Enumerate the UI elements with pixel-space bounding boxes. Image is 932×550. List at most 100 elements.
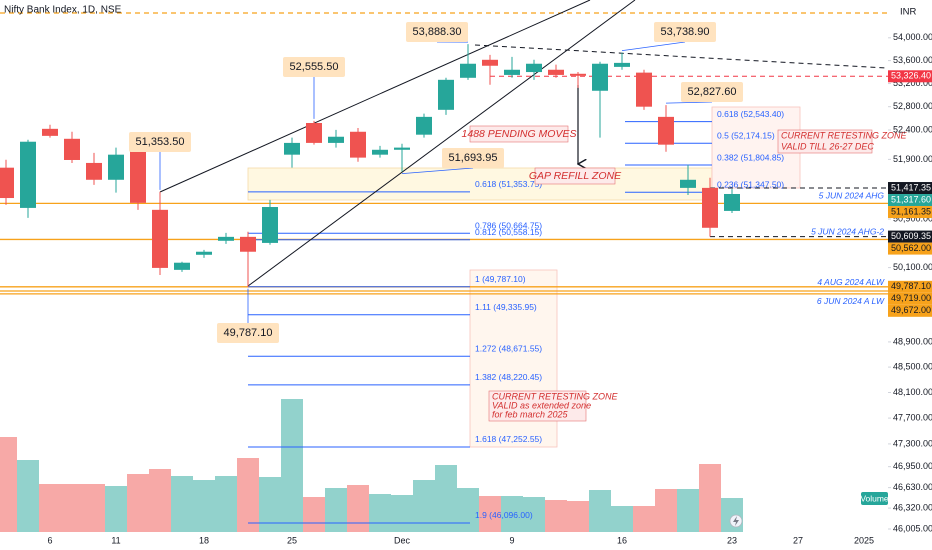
callout-label: 51,353.50 (136, 136, 185, 148)
callout-box (217, 323, 279, 343)
candle-body (702, 187, 718, 228)
price-tag-label: 49,787.10 (891, 281, 931, 291)
volume-bar (457, 488, 479, 532)
labels: 1488 PENDING MOVES GAP REFILL ZONE CURRE… (4, 5, 917, 528)
candle-body (658, 116, 674, 145)
candle-body (284, 142, 300, 155)
fib-label: 0.618 (52,543.40) (717, 109, 784, 119)
volume-bar (325, 488, 347, 532)
volume-bar (259, 477, 281, 532)
callout-label: 49,787.10 (224, 327, 273, 339)
volume-bar (17, 460, 39, 532)
volume-badge (861, 492, 888, 505)
volume-bar (193, 480, 215, 532)
volume-bar (83, 484, 105, 532)
candle-body (130, 147, 146, 203)
y-tick-label: 47,700.00 (893, 412, 932, 422)
candle-body (240, 236, 256, 252)
price-tag (888, 304, 932, 317)
trendline (159, 0, 591, 193)
volume-bar (655, 489, 677, 532)
note-box (488, 390, 587, 422)
candle-body (438, 79, 454, 110)
volume-bar (149, 469, 171, 532)
trendlines (159, 0, 887, 287)
candle-body (372, 149, 388, 155)
note-box (777, 129, 873, 154)
volume-bar (611, 506, 633, 532)
y-tick-label: 48,900.00 (893, 336, 932, 346)
fib-label: 1.272 (48,671.55) (475, 344, 542, 354)
x-tick-label: 9 (509, 535, 514, 545)
y-tick-label: 46,950.00 (893, 461, 932, 471)
volume-bar (545, 500, 567, 532)
price-tag-label: 51,161.35 (891, 206, 931, 216)
volume-bar (61, 484, 83, 532)
x-tick-label: 23 (727, 535, 737, 545)
fib-label: 0.812 (50,558.15) (475, 227, 542, 237)
price-tag (888, 70, 932, 83)
volume-bar (171, 476, 193, 532)
callout-box (681, 82, 743, 102)
volume-bar (589, 490, 611, 532)
volume-bar (127, 474, 149, 532)
y-tick-label: 48,100.00 (893, 387, 932, 397)
x-tick-label: 6 (47, 535, 52, 545)
candle-body (218, 236, 234, 241)
y-tick-label: 52,400.00 (893, 124, 932, 134)
candle-body (482, 59, 498, 66)
currency: INR (900, 7, 917, 18)
price-tag (888, 230, 932, 243)
x-tick-label: 27 (793, 535, 803, 545)
volume-bar (391, 495, 413, 532)
volume-bar (303, 497, 325, 532)
x-tick-label: 11 (111, 535, 120, 545)
callout-label: 53,738.90 (661, 26, 710, 38)
candle-body (42, 128, 58, 136)
volume-bar (237, 458, 259, 532)
volume-bar (501, 496, 523, 532)
y-tick-label: 46,630.00 (893, 482, 932, 492)
callout-box (406, 22, 468, 42)
pending-note: 1488 PENDING MOVES (462, 128, 577, 140)
candle-body (614, 62, 630, 67)
candle-body (20, 141, 36, 208)
volume-bar (567, 501, 589, 532)
volume-bar (347, 485, 369, 532)
level-note: 5 JUN 2024 AHG (819, 191, 885, 201)
callout-connector (401, 167, 474, 174)
volume-bar (633, 506, 655, 532)
event-icon-glyph (733, 516, 739, 526)
price-tag-label: 50,609.35 (891, 231, 931, 241)
x-tick-label: Dec (394, 535, 411, 545)
candle-body (328, 136, 344, 143)
fib-label: 1.382 (48,220.45) (475, 372, 542, 382)
chart-title: Nifty Bank Index, 1D, NSE (4, 5, 122, 16)
price-tag-label: 53,326.40 (891, 71, 931, 81)
fib-label: 1.618 (47,252.55) (475, 434, 542, 444)
candle-body (526, 63, 542, 73)
fib-label: 0.5 (52,174.15) (717, 130, 775, 140)
volume-bar (39, 484, 61, 532)
price-tag-label: 50,562.00 (891, 243, 931, 253)
price-tag (888, 194, 932, 207)
volume-bar (523, 497, 545, 532)
retest-note: CURRENT RETESTING ZONE (781, 130, 908, 140)
volume (0, 399, 743, 532)
volume-bar (677, 489, 699, 532)
candle-body (174, 262, 190, 270)
volume-bar (699, 464, 721, 532)
y-tick-label: 54,000.00 (893, 32, 932, 42)
x-tick-label: 16 (617, 535, 627, 545)
candle-body (416, 116, 432, 135)
y-tick-label: 46,005.00 (893, 523, 932, 533)
candle-body (460, 63, 476, 78)
price-tag (888, 206, 932, 219)
callout-box (654, 22, 716, 42)
price-tag-label: 51,317.60 (891, 194, 931, 204)
price-tag (888, 280, 932, 293)
price-tag-label: 49,672.00 (891, 305, 931, 315)
gap-zone (247, 167, 713, 201)
callout-label: 53,888.30 (413, 26, 462, 38)
volume-bar (369, 494, 391, 532)
